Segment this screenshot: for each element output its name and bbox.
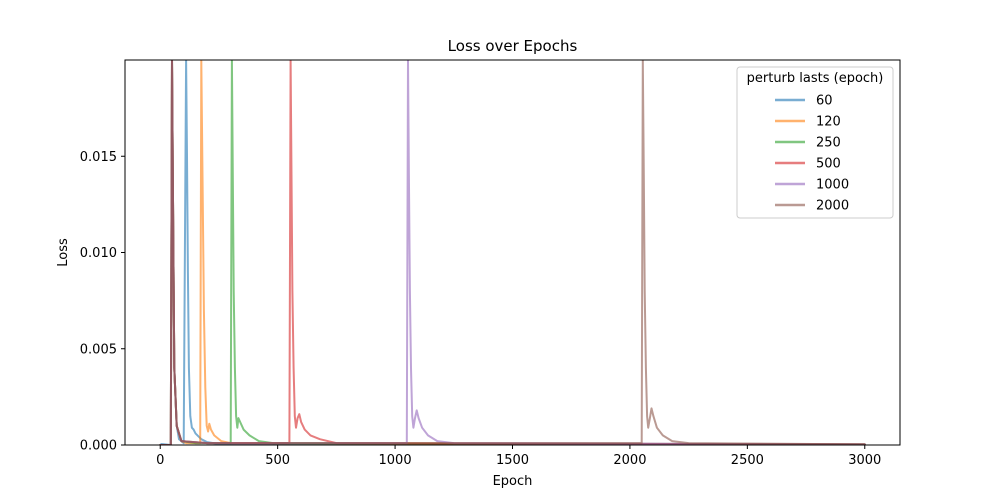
- legend-box: [736, 66, 894, 219]
- x-tick-label: 1000: [379, 453, 412, 468]
- x-tick-label: 2000: [613, 453, 646, 468]
- legend-label-2000: 2000: [816, 199, 849, 214]
- x-tick-label: 0: [156, 453, 164, 468]
- y-tick-label: 0.000: [80, 439, 117, 454]
- y-axis-label: Loss: [56, 238, 71, 267]
- chart-title: Loss over Epochs: [448, 37, 578, 55]
- legend-label-60: 60: [816, 94, 833, 109]
- x-axis-label: Epoch: [493, 474, 533, 489]
- x-axis-ticks: 0 500 1000 1500 2000 2500 3000: [156, 445, 881, 468]
- x-tick-label: 1500: [496, 453, 529, 468]
- x-tick-label: 2500: [731, 453, 764, 468]
- series-layer: [159, 60, 866, 445]
- x-tick-label: 3000: [848, 453, 881, 468]
- y-tick-label: 0.005: [80, 342, 117, 357]
- legend: perturb lasts (epoch) 60 120 250 500 1000 200…: [736, 66, 894, 219]
- legend-label-1000: 1000: [816, 178, 849, 193]
- y-tick-label: 0.015: [80, 150, 117, 165]
- y-axis-ticks: 0.000 0.005 0.010 0.015: [80, 150, 125, 454]
- x-tick-label: 500: [265, 453, 290, 468]
- legend-label-500: 500: [816, 157, 841, 172]
- legend-items: 60 120 250 500 1000 2000: [775, 94, 849, 214]
- y-tick-label: 0.010: [80, 246, 117, 261]
- series-line-2000: [159, 60, 866, 445]
- legend-label-120: 120: [816, 115, 841, 130]
- legend-label-250: 250: [816, 136, 841, 151]
- legend-title: perturb lasts (epoch): [747, 71, 884, 86]
